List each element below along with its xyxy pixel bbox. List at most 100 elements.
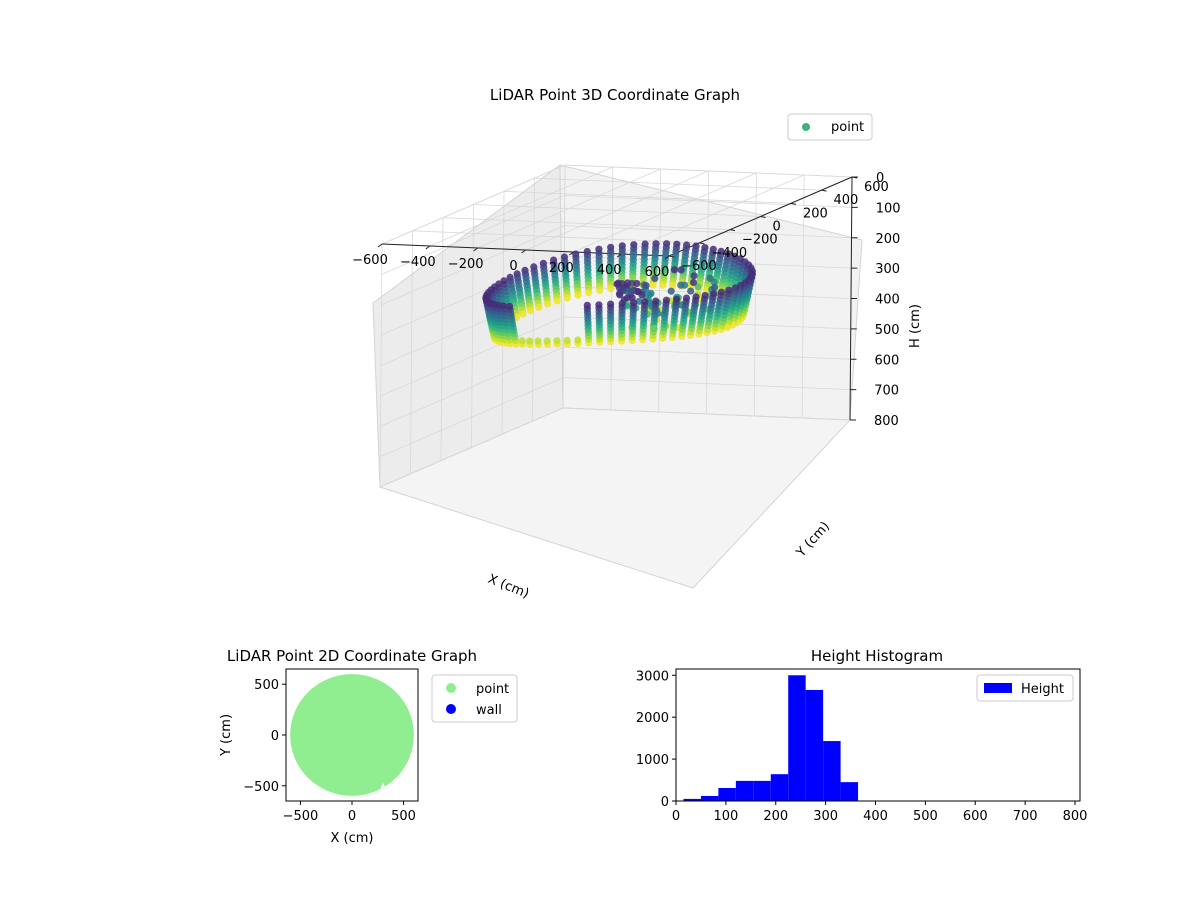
point-3d — [553, 337, 561, 345]
x2d-axis-label: X (cm) — [331, 831, 374, 846]
hist-bar — [788, 675, 806, 801]
point-3d — [563, 294, 571, 302]
x2d-tick-label: 500 — [391, 809, 416, 824]
grid-line-y-floor — [503, 190, 792, 204]
x3d-tick-mark — [616, 253, 622, 258]
point-3d — [526, 307, 535, 315]
point-3d — [607, 285, 615, 293]
hist-y-tick-label: 3000 — [636, 669, 669, 684]
legend-3d-label-point: point — [831, 120, 864, 135]
point-3d — [635, 297, 643, 305]
point-3d — [706, 274, 714, 282]
y3d-tick-label: −600 — [681, 259, 717, 274]
point-3d — [690, 272, 698, 280]
y3d-tick-mark — [668, 255, 675, 258]
grid-line-y-floor — [442, 217, 731, 231]
y3d-tick-mark — [699, 242, 705, 245]
point-3d — [499, 302, 507, 310]
point-3d — [618, 286, 627, 294]
point-3d — [618, 280, 626, 288]
grid-line-z — [381, 225, 852, 306]
hist-bar — [770, 774, 789, 801]
point-3d — [647, 289, 655, 297]
point-3d — [642, 282, 650, 290]
point-3d — [583, 301, 591, 309]
point-3d — [500, 277, 508, 285]
z3d-tick-label: 300 — [875, 262, 900, 277]
x3d-tick-mark — [569, 251, 574, 256]
grid-line-y-floor — [473, 204, 761, 217]
hist-bar — [683, 798, 701, 801]
point-3d — [659, 281, 667, 289]
x3d-tick-label: 0 — [509, 259, 517, 274]
y3d-tick-label: 0 — [773, 220, 781, 235]
y3d-tick-label: 200 — [803, 206, 828, 221]
point-3d — [670, 266, 679, 274]
point-3d — [710, 290, 718, 298]
y2d-tick-label: 0 — [271, 729, 279, 744]
point-3d — [651, 274, 659, 282]
legend-3d: point — [787, 113, 873, 141]
ticks-3d: −600 −400 −200 0 200 400 600 −600−400−200020040… — [352, 171, 900, 429]
x3d-tick-mark — [377, 243, 383, 248]
legend-2d-marker-point — [446, 683, 456, 693]
chart-3d-title: LiDAR Point 3D Coordinate Graph — [490, 86, 740, 104]
grid-line-z — [381, 164, 853, 245]
point-3d — [628, 287, 636, 295]
point-cloud-2d-notch — [375, 782, 392, 800]
x3d-tick-mark — [521, 249, 526, 254]
x3d-tick-label: −200 — [448, 257, 484, 272]
y2d-axis-label: Y (cm) — [219, 714, 234, 757]
point-3d — [534, 337, 542, 345]
legend-hist-marker — [984, 683, 1012, 693]
point-3d — [652, 297, 660, 305]
legend-2d: point wall — [431, 674, 518, 723]
hist-x-tick-label: 800 — [1063, 809, 1088, 824]
x2d-tick-label: −500 — [283, 809, 319, 824]
point-3d — [633, 279, 641, 288]
hist-title: Height Histogram — [811, 647, 943, 665]
axes-hist-frame — [675, 668, 1081, 802]
y3d-tick-mark — [821, 189, 827, 192]
hist-x-tick-label: 600 — [963, 809, 988, 824]
x3d-tick-label: −600 — [352, 253, 388, 268]
point-3d — [682, 294, 691, 302]
y3d-axis-label: Y (cm) — [793, 519, 833, 561]
y2d-tick-label: −500 — [243, 780, 279, 795]
hist-bar — [718, 788, 736, 801]
point-3d — [607, 300, 615, 308]
hist-x-tick-label: 700 — [1013, 809, 1038, 824]
point-3d — [519, 310, 527, 318]
point-3d — [694, 283, 702, 291]
point-3d — [630, 299, 638, 307]
grid-line-y-floor — [534, 177, 822, 191]
y3d-tick-label: 600 — [864, 180, 889, 195]
plot-2d — [290, 674, 414, 800]
z3d-axis-label: H (cm) — [908, 304, 923, 348]
y3d-tick-label: −400 — [712, 246, 748, 261]
point-cloud-2d — [290, 674, 414, 796]
point-3d — [641, 298, 649, 306]
grid-line-z — [380, 377, 851, 457]
z3d-tick-label: 400 — [875, 293, 900, 308]
point-3d — [692, 293, 700, 301]
legend-3d-frame — [787, 113, 873, 141]
y2d-tick-label: 500 — [254, 678, 279, 693]
point-3d — [585, 289, 593, 297]
chart-2d-title: LiDAR Point 2D Coordinate Graph — [227, 647, 477, 665]
point-3d — [563, 336, 571, 344]
y3d-tick-mark — [790, 202, 797, 205]
grid-line-y-floor — [412, 230, 700, 244]
z3d-tick-label: 200 — [876, 232, 901, 247]
hist-x-tick-label: 200 — [763, 809, 788, 824]
ticks-2d: −500 0 500 −500 0 500 — [243, 678, 416, 824]
y3d-tick-label: −200 — [742, 233, 778, 248]
point-3d — [667, 287, 675, 295]
hist-x-tick-label: 400 — [863, 809, 888, 824]
x2d-tick-label: 0 — [348, 809, 356, 824]
chart-2d: LiDAR Point 2D Coordinate Graph −500 0 500… — [219, 647, 518, 846]
legend-hist-frame — [976, 674, 1074, 702]
x3d-tick-label: −400 — [400, 255, 436, 270]
z3d-tick-label: 100 — [876, 201, 901, 216]
y3d-tick-mark — [729, 229, 736, 232]
